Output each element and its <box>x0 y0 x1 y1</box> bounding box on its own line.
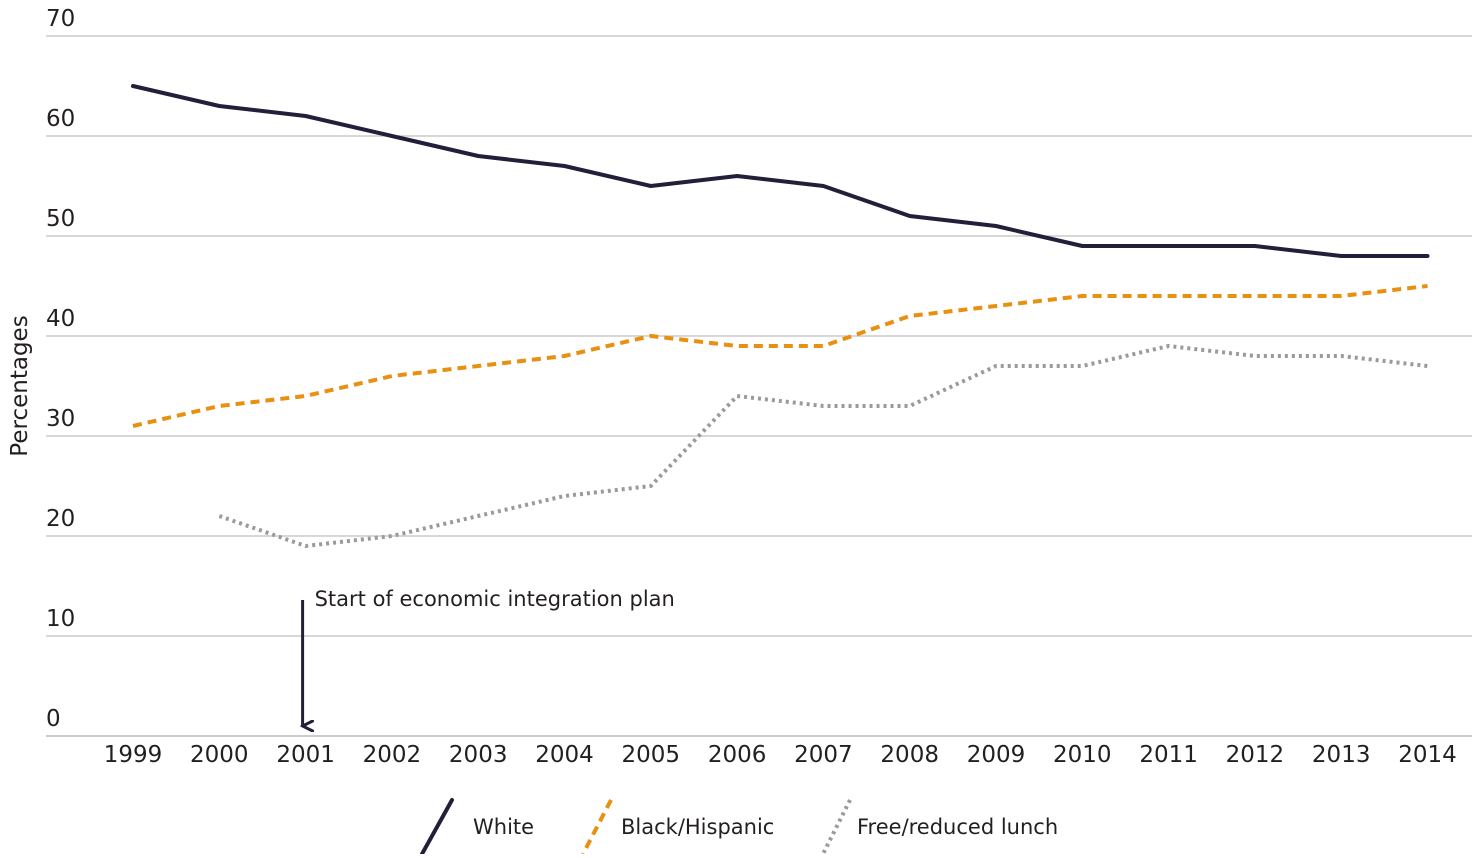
x-tick-label: 2000 <box>190 742 249 768</box>
x-tick-label: 2010 <box>1053 742 1112 768</box>
legend-item-free-reduced-lunch: Free/reduced lunch <box>821 799 1058 855</box>
legend-label: White <box>473 815 534 839</box>
x-tick-label: 2011 <box>1139 742 1198 768</box>
x-tick-label: 2006 <box>708 742 767 768</box>
x-tick-label: 2013 <box>1312 742 1371 768</box>
legend-item-black-hispanic: Black/Hispanic <box>581 799 774 855</box>
x-tick-label: 2014 <box>1398 742 1457 768</box>
x-tick-label: 2005 <box>622 742 681 768</box>
y-axis-ticks: 0 10 20 30 40 50 60 70 <box>46 6 75 732</box>
x-tick-label: 2003 <box>449 742 508 768</box>
y-tick-label: 70 <box>46 6 75 32</box>
y-tick-label: 30 <box>46 406 75 432</box>
y-tick-label: 10 <box>46 606 75 632</box>
x-tick-label: 2002 <box>363 742 422 768</box>
y-tick-label: 20 <box>46 506 75 532</box>
legend-label: Free/reduced lunch <box>857 815 1058 839</box>
y-axis-title: Percentages <box>7 315 33 456</box>
x-tick-label: 2007 <box>794 742 853 768</box>
legend: White Black/Hispanic Free/reduced lunch <box>420 798 1058 856</box>
legend-swatch <box>581 799 613 855</box>
x-tick-label: 1999 <box>104 742 163 768</box>
legend-swatch <box>821 799 852 855</box>
legend-label: Black/Hispanic <box>621 815 774 839</box>
x-tick-label: 2001 <box>276 742 335 768</box>
series-line-white <box>131 84 1430 258</box>
x-tick-label: 2004 <box>535 742 594 768</box>
x-tick-label: 2008 <box>880 742 939 768</box>
y-tick-label: 0 <box>46 706 61 732</box>
series-line-black-hispanic <box>132 284 1428 428</box>
legend-item-white: White <box>420 798 534 856</box>
gridlines <box>46 35 1472 737</box>
series-lines <box>131 84 1430 548</box>
series-line-free-reduced-lunch <box>218 344 1428 548</box>
legend-swatch <box>420 798 454 856</box>
x-axis-ticks: 1999 2000 2001 2002 2003 2004 2005 2006 2007 2008… <box>104 742 1457 768</box>
x-tick-label: 2009 <box>967 742 1026 768</box>
y-tick-label: 50 <box>46 206 75 232</box>
y-tick-label: 40 <box>46 306 75 332</box>
annotation: Start of economic integration plan <box>303 587 675 726</box>
annotation-label: Start of economic integration plan <box>315 587 675 611</box>
y-tick-label: 60 <box>46 106 75 132</box>
x-tick-label: 2012 <box>1226 742 1285 768</box>
